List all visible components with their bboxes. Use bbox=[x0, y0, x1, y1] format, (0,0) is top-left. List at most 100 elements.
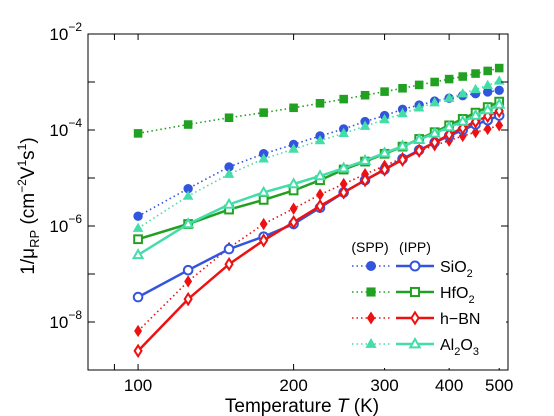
al2o3-ipp-point bbox=[358, 153, 372, 165]
al2o3-ipp-point bbox=[378, 146, 391, 158]
al2o3-spp-point bbox=[338, 127, 349, 138]
al2o3-spp-point bbox=[288, 143, 299, 153]
hfo2-spp-point bbox=[471, 69, 480, 78]
hfo2-spp-point bbox=[444, 74, 454, 84]
al2o3-ipp-point bbox=[456, 114, 469, 126]
al2o3-spp-point bbox=[457, 88, 469, 98]
al2o3-spp-point bbox=[132, 222, 144, 232]
al2o3-ipp-point bbox=[396, 139, 409, 151]
legend-label: h−BN bbox=[440, 311, 480, 328]
al2o3-ipp-point bbox=[469, 108, 482, 120]
h-bn-spp-point bbox=[483, 122, 492, 136]
sio2-ipp-point bbox=[132, 291, 144, 303]
h-bn-ipp-point bbox=[360, 172, 370, 188]
legend-spp-marker bbox=[366, 261, 376, 271]
legend-entry-sio2: SiO2 bbox=[352, 259, 473, 280]
legend-header-ipp: (IPP) bbox=[399, 239, 431, 255]
al2o3-ipp-point bbox=[313, 169, 327, 181]
h-bn-ipp-point bbox=[288, 214, 299, 230]
y-axis-label: 1/μRP (cm−2V1s1) bbox=[15, 137, 42, 274]
al2o3-spp-point bbox=[182, 190, 194, 200]
hfo2-spp-point bbox=[360, 90, 370, 100]
al2o3-ipp-series bbox=[131, 97, 506, 260]
h-bn-ipp-point bbox=[315, 198, 325, 214]
legend-header-spp: (SPP) bbox=[351, 239, 388, 255]
h-bn-spp-point bbox=[184, 275, 193, 288]
h-bn-ipp-point bbox=[183, 291, 193, 307]
legend-label: Al2O3 bbox=[440, 337, 479, 358]
legend-ipp-marker bbox=[409, 260, 421, 272]
al2o3-spp-point bbox=[223, 168, 235, 178]
x-tick-label: 300 bbox=[370, 376, 398, 395]
legend-label: HfO2 bbox=[440, 285, 475, 306]
al2o3-ipp-point bbox=[442, 120, 456, 132]
al2o3-ipp-point bbox=[428, 126, 441, 138]
h-bn-ipp-point bbox=[444, 127, 454, 142]
legend-spp-marker bbox=[366, 311, 376, 325]
hfo2-spp-point bbox=[414, 80, 424, 90]
hfo2-spp-point bbox=[380, 87, 389, 96]
legend-label: SiO2 bbox=[440, 259, 473, 280]
sio2-ipp-point bbox=[223, 243, 235, 255]
y-tick-label: 10−8 bbox=[49, 308, 82, 332]
h-bn-ipp-point bbox=[379, 162, 390, 177]
hfo2-spp-point bbox=[133, 129, 143, 138]
legend-entry-h-bn: h−BN bbox=[352, 310, 480, 328]
al2o3-spp-point bbox=[258, 153, 269, 163]
al2o3-spp-point bbox=[397, 107, 408, 118]
al2o3-ipp-point bbox=[131, 248, 145, 260]
legend-spp-marker bbox=[365, 338, 377, 348]
al2o3-ipp-point bbox=[181, 217, 195, 229]
al2o3-spp-point bbox=[443, 92, 455, 102]
axis-ticks: 100 200 300 400 500 10−8 10−6 10−4 10−2 bbox=[49, 20, 513, 395]
al2o3-spp-point bbox=[429, 97, 440, 107]
y-tick-label: 10−4 bbox=[49, 116, 82, 140]
legend: (SPP) (IPP) SiO2 HfO2 h−BN Al2O3 bbox=[320, 234, 506, 368]
h-bn-ipp-point bbox=[259, 233, 269, 248]
x-tick-label: 500 bbox=[485, 376, 513, 395]
legend-ipp-marker bbox=[410, 310, 420, 326]
hfo2-spp-point bbox=[289, 103, 298, 113]
hfo2-spp-point bbox=[494, 63, 504, 73]
al2o3-spp-point bbox=[493, 75, 505, 85]
h-bn-spp-line bbox=[137, 124, 500, 332]
legend-spp-marker bbox=[366, 287, 376, 297]
h-bn-ipp-point bbox=[224, 256, 234, 272]
al2o3-ipp-point bbox=[287, 177, 300, 189]
h-bn-ipp-point bbox=[397, 152, 408, 167]
hfo2-spp-point bbox=[430, 77, 439, 87]
legend-entry-hfo2: HfO2 bbox=[352, 285, 475, 306]
al2o3-spp-point bbox=[379, 113, 390, 124]
y-tick-label: 10−2 bbox=[49, 20, 82, 44]
h-bn-spp-point bbox=[289, 202, 298, 215]
hfo2-spp-series bbox=[133, 63, 504, 138]
legend-ipp-marker bbox=[408, 337, 422, 349]
hfo2-spp-point bbox=[183, 120, 193, 129]
y-tick-label: 10−6 bbox=[49, 212, 82, 236]
h-bn-spp-point bbox=[259, 217, 268, 231]
h-bn-ipp-point bbox=[339, 185, 349, 200]
al2o3-ipp-point bbox=[492, 97, 506, 109]
h-bn-spp-point bbox=[134, 324, 143, 338]
x-tick-label: 400 bbox=[435, 376, 463, 395]
h-bn-ipp-point bbox=[133, 343, 143, 359]
al2o3-spp-point bbox=[470, 83, 481, 94]
hfo2-spp-point bbox=[398, 83, 407, 93]
al2o3-ipp-point bbox=[412, 132, 426, 144]
hfo2-ipp-point bbox=[258, 195, 269, 205]
h-bn-ipp-point bbox=[430, 135, 440, 150]
al2o3-spp-point bbox=[314, 135, 326, 145]
plot-frame bbox=[87, 33, 509, 371]
al2o3-ipp-point bbox=[337, 161, 350, 173]
al2o3-spp-point bbox=[482, 79, 493, 90]
hfo2-spp-point bbox=[315, 99, 325, 108]
al2o3-spp-point bbox=[359, 120, 371, 130]
h-bn-spp-point bbox=[495, 119, 504, 132]
al2o3-ipp-point bbox=[481, 103, 494, 115]
x-tick-label: 100 bbox=[124, 376, 152, 395]
hfo2-spp-point bbox=[224, 113, 234, 123]
h-bn-spp-point bbox=[316, 188, 324, 201]
sio2-spp-point bbox=[494, 85, 504, 96]
hfo2-ipp-point bbox=[133, 234, 143, 245]
